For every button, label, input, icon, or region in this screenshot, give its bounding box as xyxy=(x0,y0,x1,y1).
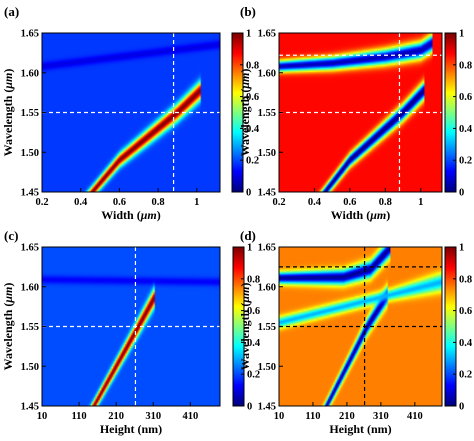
colorbar-tick-label: 0 xyxy=(247,402,252,413)
colorbar-tick-label: 0 xyxy=(246,188,251,199)
x-tick-label: 0.8 xyxy=(152,197,165,208)
y-tick-label: 1.60 xyxy=(21,282,39,293)
y-tick-label: 1.65 xyxy=(21,29,39,40)
y-tick-label: 1.65 xyxy=(21,243,39,254)
colorbar-tick-label: 1 xyxy=(246,29,251,40)
y-tick-label: 1.60 xyxy=(21,68,39,79)
colorbar-tick-label: 1 xyxy=(459,243,464,254)
y-axis-label: Wavelength (μm) xyxy=(238,69,252,157)
colorbar xyxy=(233,247,244,406)
colorbar-tick-label: 0.8 xyxy=(246,60,259,71)
x-tick-label: 410 xyxy=(182,411,198,422)
colorbar-tick-label: 0.6 xyxy=(246,92,259,103)
colorbar-tick-label: 0.4 xyxy=(459,338,473,349)
y-tick-label: 1.65 xyxy=(258,29,276,40)
colorbar-tick-label: 0.2 xyxy=(247,370,260,381)
y-axis-label: Wavelength (μm) xyxy=(1,283,15,371)
colorbar-tick-label: 0 xyxy=(459,188,464,199)
colorbar-tick-label: 0.8 xyxy=(459,60,472,71)
colorbar-tick-label: 1 xyxy=(459,29,464,40)
panel-b: 0.2 0.4 0.6 0.8 1 1.45 1.50 1.55 1.60 1.65 Width (… xyxy=(238,4,473,222)
colorbar-tick-label: 0.2 xyxy=(246,156,259,167)
x-tick-label: 310 xyxy=(145,411,161,422)
x-tick-label: 410 xyxy=(407,411,423,422)
panel-label: (d) xyxy=(240,228,256,243)
x-tick-label: 10 xyxy=(274,411,285,422)
x-tick-label: 1 xyxy=(194,197,199,208)
x-tick-label: 110 xyxy=(305,411,320,422)
y-tick-label: 1.50 xyxy=(21,148,39,159)
y-tick-label: 1.50 xyxy=(258,362,276,373)
x-tick-label: 10 xyxy=(37,411,48,422)
colorbar-tick-label: 0.4 xyxy=(247,338,261,349)
x-tick-label: 310 xyxy=(373,411,389,422)
colorbar-tick-label: 0.6 xyxy=(459,306,472,317)
colorbar-tick-label: 0.4 xyxy=(246,124,260,135)
x-tick-label: 0.6 xyxy=(113,197,126,208)
colorbar-tick-label: 0.8 xyxy=(459,274,472,285)
panel-label: (b) xyxy=(240,4,256,19)
y-tick-label: 1.55 xyxy=(258,108,276,119)
y-tick-label: 1.45 xyxy=(21,188,39,199)
x-tick-label: 210 xyxy=(339,411,355,422)
panel-label: (a) xyxy=(4,4,19,19)
x-axis-label: Height (nm) xyxy=(329,422,391,436)
x-axis-label: Width (μm) xyxy=(101,208,160,222)
colorbar-tick-label: 0.2 xyxy=(459,156,472,167)
y-tick-label: 1.50 xyxy=(258,148,276,159)
x-tick-label: 1 xyxy=(418,197,423,208)
panel-a: 0.2 0.4 0.6 0.8 1 1.45 1.50 1.55 1.60 1.65 Width (… xyxy=(1,4,260,222)
colorbar xyxy=(445,33,456,192)
y-tick-label: 1.55 xyxy=(21,322,39,333)
y-tick-label: 1.65 xyxy=(258,243,276,254)
x-tick-label: 0.6 xyxy=(343,197,356,208)
y-tick-label: 1.60 xyxy=(258,282,276,293)
x-axis-label: Width (μm) xyxy=(331,208,390,222)
colorbar-tick-label: 1 xyxy=(247,243,252,254)
y-tick-label: 1.45 xyxy=(21,402,39,413)
y-tick-label: 1.45 xyxy=(258,402,276,413)
y-tick-label: 1.55 xyxy=(21,108,39,119)
x-tick-label: 0.8 xyxy=(379,197,392,208)
x-tick-label: 0.4 xyxy=(308,197,322,208)
y-tick-label: 1.45 xyxy=(258,188,276,199)
colorbar-frame xyxy=(232,246,245,407)
heatmap-image xyxy=(42,247,220,406)
colorbar-tick-label: 0.2 xyxy=(459,370,472,381)
x-tick-label: 110 xyxy=(71,411,86,422)
x-axis-label: Height (nm) xyxy=(100,422,162,436)
colorbar-tick-label: 0.4 xyxy=(459,124,473,135)
colorbar-tick-label: 0 xyxy=(459,402,464,413)
x-tick-label: 0.2 xyxy=(35,197,48,208)
colorbar xyxy=(445,247,456,406)
colorbar-frame xyxy=(444,246,457,407)
x-tick-label: 0.4 xyxy=(74,197,88,208)
colorbar xyxy=(232,33,243,192)
x-tick-label: 0.2 xyxy=(272,197,285,208)
x-tick-label: 210 xyxy=(108,411,124,422)
y-axis-label: Wavelength (μm) xyxy=(238,283,252,371)
y-tick-label: 1.55 xyxy=(258,322,276,333)
colorbar-tick-label: 0.6 xyxy=(459,92,472,103)
colorbar-tick-label: 0.8 xyxy=(247,274,260,285)
y-axis-label: Wavelength (μm) xyxy=(1,69,15,157)
colorbar-tick-label: 0.6 xyxy=(247,306,260,317)
panel-label: (c) xyxy=(4,228,18,243)
y-tick-label: 1.60 xyxy=(258,68,276,79)
y-tick-label: 1.50 xyxy=(21,362,39,373)
colorbar-frame xyxy=(231,32,244,193)
heatmap-image xyxy=(42,33,220,192)
colorbar-frame xyxy=(444,32,457,193)
